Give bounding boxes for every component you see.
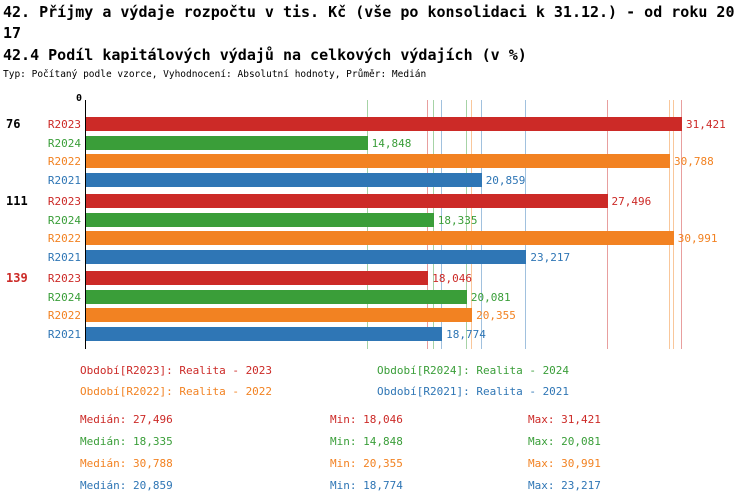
- bar-r2021: [86, 326, 443, 341]
- series-label: R2023: [47, 118, 81, 131]
- stat-max-r2022: Max: 30,991: [528, 457, 601, 470]
- bar-value-label: 14,848: [371, 136, 412, 150]
- legend-item-r2023: Období[R2023]: Realita - 2023: [80, 364, 273, 377]
- guide-line-r2023: [681, 100, 682, 349]
- stat-min-r2021: Min: 18,774: [330, 479, 403, 492]
- bar-value-label: 18,774: [446, 327, 486, 341]
- bar-value-label: 20,355: [476, 309, 516, 322]
- series-label: R2022: [47, 155, 81, 168]
- bar-value-label: 30,788: [674, 155, 714, 168]
- bar-r2023: [86, 271, 429, 285]
- guide-line-r2022: [669, 100, 670, 349]
- stat-median-r2024: Medián: 18,335: [80, 435, 173, 448]
- group-label: 76: [6, 117, 21, 131]
- bar-value-label: 31,421: [686, 118, 726, 131]
- guide-line-r2022: [471, 100, 473, 349]
- bar-value-label: 23,217: [530, 250, 571, 264]
- series-label: R2021: [47, 250, 81, 264]
- chart-title-line2: 17: [3, 24, 22, 42]
- chart-title-line1: 42. Příjmy a výdaje rozpočtu v tis. Kč (…: [3, 3, 735, 21]
- bar-value-label: 18,335: [437, 213, 478, 227]
- legend-item-r2022: Období[R2022]: Realita - 2022: [80, 385, 273, 398]
- legend-item-r2024: Období[R2024]: Realita - 2024: [377, 364, 570, 377]
- guide-line-r2023: [606, 100, 608, 349]
- bar-r2022: [86, 154, 670, 168]
- guide-line-r2022: [672, 100, 674, 349]
- bar-value-label: 20,081: [470, 290, 511, 304]
- bar-value-label: 27,496: [611, 195, 652, 208]
- chart-meta-line: Typ: Počítaný podle vzorce, Vyhodnocení:…: [3, 69, 427, 80]
- stat-median-r2023: Medián: 27,496: [80, 413, 173, 426]
- series-label: R2022: [47, 309, 81, 322]
- series-label: R2023: [47, 272, 81, 285]
- bar-r2024: [86, 212, 434, 227]
- stat-min-r2024: Min: 14,848: [330, 435, 403, 448]
- bar-r2022: [86, 231, 674, 245]
- guide-line-r2021: [480, 100, 482, 349]
- bar-r2024: [86, 289, 467, 304]
- legend-item-r2021: Období[R2021]: Realita - 2021: [377, 385, 570, 398]
- stat-min-r2022: Min: 20,355: [330, 457, 403, 470]
- series-label: R2024: [47, 136, 81, 150]
- bar-value-label: 18,046: [432, 272, 473, 285]
- y-axis-line: [85, 100, 86, 349]
- chart-subtitle: 42.4 Podíl kapitálových výdajů na celkov…: [3, 46, 527, 64]
- bar-r2024: [86, 135, 368, 150]
- stat-max-r2023: Max: 31,421: [528, 413, 601, 426]
- series-label: R2024: [47, 213, 81, 227]
- bar-value-label: 20,859: [485, 173, 526, 187]
- series-label: R2021: [47, 173, 81, 187]
- group-label: 111: [6, 194, 28, 208]
- bar-value-label: 30,991: [677, 232, 718, 245]
- guide-line-r2021: [441, 100, 443, 349]
- bar-r2023: [86, 194, 608, 208]
- stat-median-r2021: Medián: 20,859: [80, 479, 173, 492]
- bar-r2022: [86, 308, 473, 322]
- bar-r2021: [86, 172, 482, 187]
- stat-max-r2024: Max: 20,081: [528, 435, 601, 448]
- stat-max-r2021: Max: 23,217: [528, 479, 601, 492]
- bar-r2021: [86, 249, 527, 264]
- x-axis-origin-tick: 0: [75, 93, 82, 104]
- series-label: R2021: [47, 327, 81, 341]
- series-label: R2024: [47, 290, 81, 304]
- series-label: R2023: [47, 195, 81, 208]
- guide-line-r2021: [525, 100, 527, 349]
- guide-line-r2024: [465, 100, 467, 349]
- group-label: 139: [6, 271, 28, 285]
- bar-r2023: [86, 117, 682, 131]
- stat-median-r2022: Medián: 30,788: [80, 457, 173, 470]
- stat-min-r2023: Min: 18,046: [330, 413, 403, 426]
- series-label: R2022: [47, 232, 81, 245]
